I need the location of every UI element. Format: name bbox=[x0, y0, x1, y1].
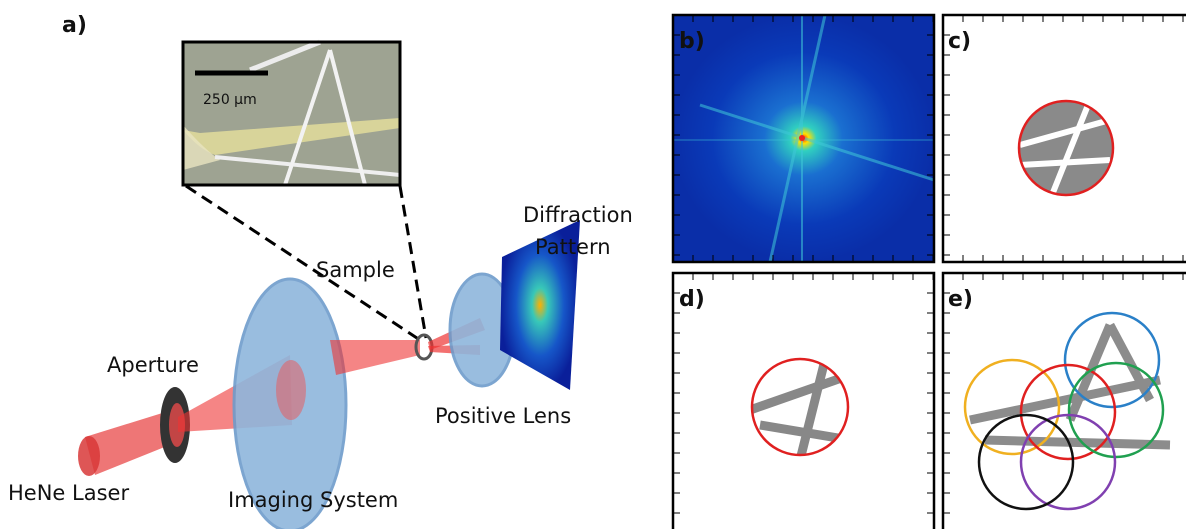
label: Imaging System bbox=[228, 488, 398, 512]
scale-bar-label: 250 µm bbox=[203, 92, 257, 108]
label: HeNe Laser bbox=[8, 481, 129, 505]
panel-e bbox=[965, 313, 1170, 509]
panel-c bbox=[1019, 100, 1113, 200]
beam bbox=[330, 340, 420, 375]
micrograph bbox=[183, 42, 400, 185]
panel-b bbox=[673, 15, 934, 262]
label: Pattern bbox=[535, 235, 611, 259]
frame-part bbox=[673, 273, 934, 529]
zoom-line bbox=[400, 186, 426, 338]
label: Positive Lens bbox=[435, 404, 571, 428]
panel-d bbox=[750, 359, 850, 460]
panel-label: c) bbox=[948, 29, 971, 54]
label: Diffraction bbox=[523, 203, 633, 227]
panel-label: e) bbox=[948, 287, 973, 312]
panel-label: b) bbox=[679, 29, 705, 54]
label: Aperture bbox=[107, 353, 199, 377]
panel-label: d) bbox=[679, 287, 705, 312]
panel-label: a) bbox=[62, 13, 87, 38]
label: Sample bbox=[316, 258, 395, 282]
figure: a) 250 µm Diffraction Pattern Sample Ape… bbox=[0, 0, 1186, 529]
